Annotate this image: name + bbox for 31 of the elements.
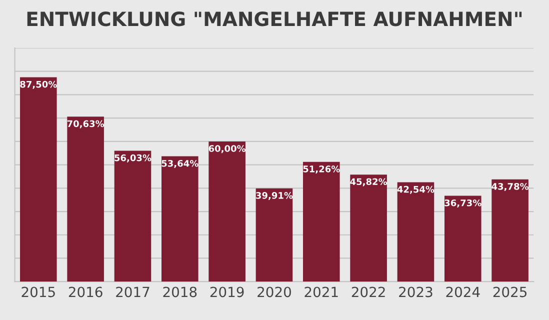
chart-title: ENTWICKLUNG "MANGELHAFTE AUFNAHMEN" <box>27 12 522 26</box>
bar <box>20 77 57 282</box>
x-tick-label: 2024 <box>446 286 480 298</box>
bar <box>444 196 482 282</box>
bar <box>162 156 198 282</box>
data-label: 51,26% <box>303 166 340 174</box>
data-label: 70,63% <box>67 120 104 128</box>
x-tick-label: 2018 <box>163 286 197 298</box>
x-tick-label: 2021 <box>304 286 338 298</box>
x-tick-label: 2023 <box>399 286 432 298</box>
bar <box>492 179 528 282</box>
x-tick-label: 2017 <box>116 286 150 298</box>
x-tick-label: 2016 <box>68 286 102 298</box>
x-tick-label: 2020 <box>258 286 291 298</box>
bar <box>208 141 246 282</box>
x-tick-label: 2022 <box>352 286 385 298</box>
data-label: 36,73% <box>444 199 482 208</box>
data-label: 53,64% <box>162 160 198 168</box>
data-label: 43,78% <box>492 182 529 191</box>
x-tick-label: 2019 <box>210 286 244 298</box>
x-tick-label: 2025 <box>493 286 527 298</box>
x-tick-label: 2015 <box>22 286 55 298</box>
bar <box>67 116 104 282</box>
data-label: 45,82% <box>350 178 388 186</box>
bar <box>350 174 387 282</box>
data-label: 87,50% <box>20 80 57 89</box>
bar <box>256 188 293 282</box>
data-label: 60,00% <box>208 145 246 154</box>
bar <box>397 182 434 282</box>
bar <box>114 150 152 282</box>
bar <box>302 162 340 282</box>
